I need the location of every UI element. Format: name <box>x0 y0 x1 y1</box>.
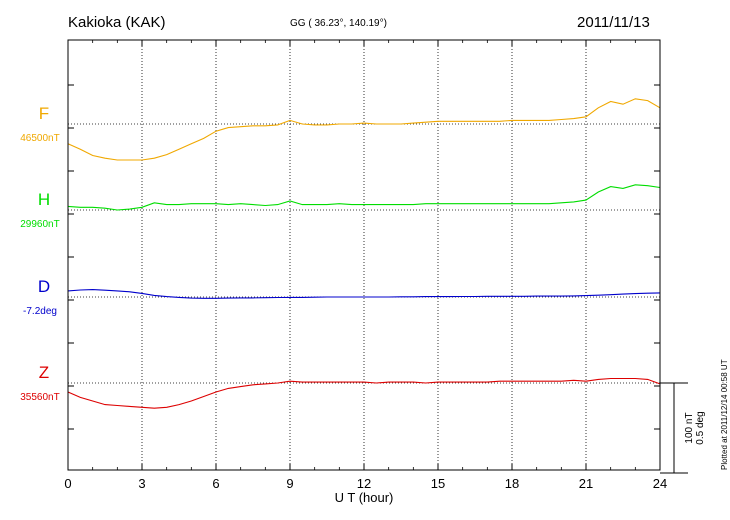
station-title: Kakioka (KAK) <box>68 14 166 31</box>
axis-ticks: 0 3 6 9 12 15 18 21 24 <box>64 40 667 491</box>
grid-lines <box>141 40 587 470</box>
series-baseline-z: 35560nT <box>20 392 59 403</box>
series-line-h <box>67 184 661 211</box>
series-baseline-f: 46500nT <box>20 133 59 144</box>
series-lines <box>67 98 661 409</box>
x-tick-label: 18 <box>505 476 519 491</box>
series-name-h: H <box>38 190 50 209</box>
x-tick-label: 6 <box>212 476 219 491</box>
scale-bar: 100 nT 0.5 deg <box>660 382 706 474</box>
scale-label-deg: 0.5 deg <box>695 411 706 444</box>
x-tick-label: 21 <box>579 476 593 491</box>
x-tick-label: 3 <box>138 476 145 491</box>
x-tick-label: 9 <box>286 476 293 491</box>
series-baseline-d: -7.2deg <box>23 306 57 317</box>
series-line-f <box>67 98 661 161</box>
series-name-z: Z <box>39 363 49 382</box>
series-name-d: D <box>38 277 50 296</box>
series-baseline-h: 29960nT <box>20 219 59 230</box>
series-line-d <box>67 289 661 299</box>
date-title: 2011/11/13 <box>577 14 650 31</box>
x-tick-label: 0 <box>64 476 71 491</box>
x-tick-label: 12 <box>357 476 371 491</box>
series-name-f: F <box>39 104 49 123</box>
coordinate-title: GG ( 36.23°, 140.19°) <box>290 18 387 29</box>
series-labels: F 46500nT H 29960nT D -7.2deg Z 35560nT <box>20 104 59 403</box>
plot-frame <box>67 39 661 471</box>
plotted-note: Plotted at 2011/12/14 00:58 UT <box>720 359 729 470</box>
x-tick-label: 24 <box>653 476 667 491</box>
series-line-z <box>67 377 661 409</box>
x-axis-label: U T (hour) <box>335 490 394 505</box>
scale-label-nt: 100 nT <box>684 412 695 443</box>
x-tick-label: 15 <box>431 476 445 491</box>
